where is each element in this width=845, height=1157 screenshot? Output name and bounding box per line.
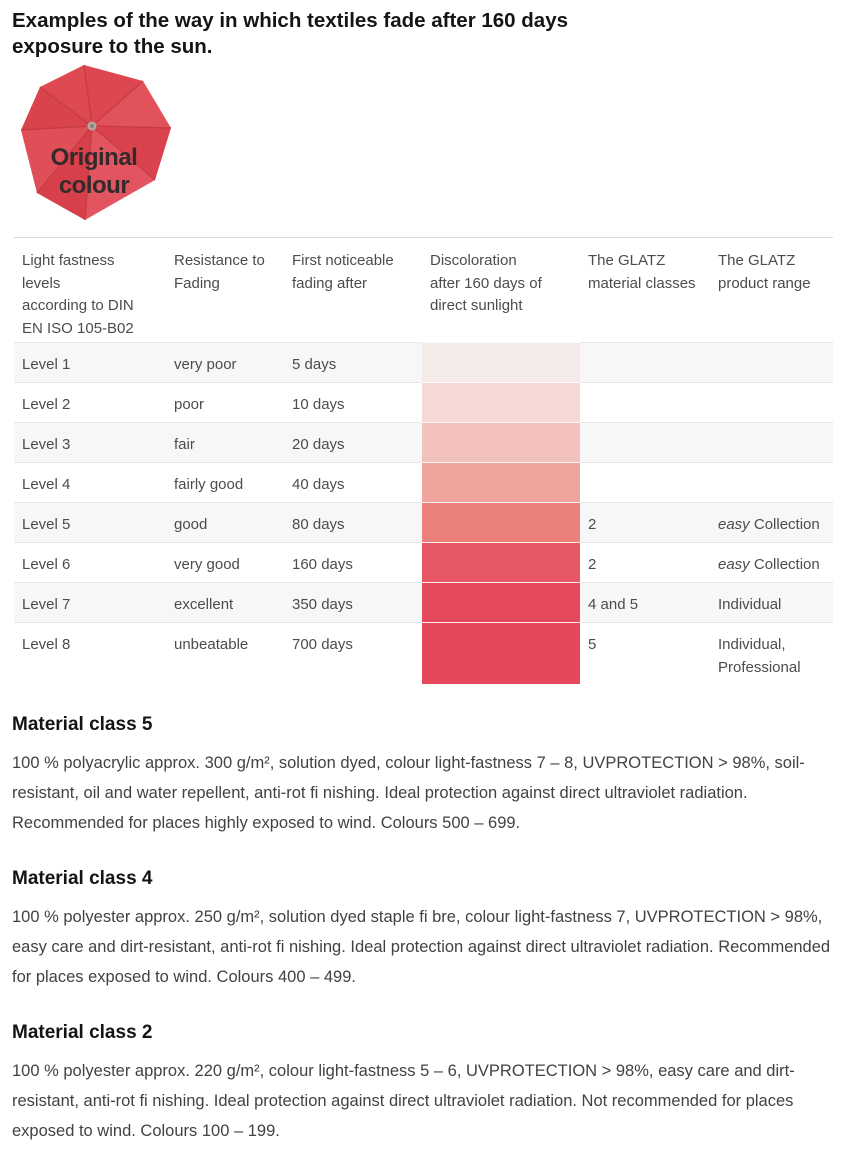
table-row-level-5: Level 5 good 80 days 2 easy Collection	[14, 502, 833, 542]
product-range-text: Collection	[749, 556, 820, 573]
discoloration-swatch	[422, 422, 580, 462]
material-class-cell	[580, 342, 710, 382]
level-cell: Level 8	[14, 622, 166, 684]
level-cell: Level 2	[14, 382, 166, 422]
col-header-light-fastness: Light fastness levels according to DIN E…	[22, 252, 134, 337]
product-range-cell: Individual, Professional	[710, 622, 833, 684]
umbrella-label-line1: Original	[51, 144, 138, 171]
section-heading: Material class 4	[12, 868, 153, 889]
discoloration-swatch	[422, 462, 580, 502]
product-range-cell	[710, 462, 833, 502]
product-range-cell	[710, 382, 833, 422]
discoloration-swatch	[422, 622, 580, 684]
umbrella-label: Original colour	[51, 144, 138, 199]
light-fastness-table: Light fastness levels according to DIN E…	[14, 237, 833, 684]
table-row-level-6: Level 6 very good 160 days 2 easy Collec…	[14, 542, 833, 582]
material-class-cell: 2	[580, 542, 710, 582]
fading-cell: 40 days	[284, 462, 422, 502]
page-title: Examples of the way in which textiles fa…	[12, 9, 568, 58]
discoloration-swatch	[422, 542, 580, 582]
product-range-cell: easy Collection	[710, 542, 833, 582]
resistance-cell: very poor	[166, 342, 284, 382]
product-range-cell: Individual	[710, 582, 833, 622]
col-header-product-range: The GLATZ product range	[718, 252, 811, 292]
section-heading: Material class 2	[12, 1022, 153, 1043]
col-header-resistance: Resistance to Fading	[174, 252, 265, 292]
resistance-cell: unbeatable	[166, 622, 284, 684]
section-material-class-5: Material class 5 100 % polyacrylic appro…	[12, 714, 833, 838]
col-header-first-fading: First noticeable fading after	[292, 252, 394, 292]
discoloration-swatch	[422, 342, 580, 382]
resistance-cell: fairly good	[166, 462, 284, 502]
level-cell: Level 3	[14, 422, 166, 462]
section-heading: Material class 5	[12, 714, 153, 735]
material-class-cell	[580, 462, 710, 502]
umbrella-canopy	[21, 65, 171, 220]
table-row-level-3: Level 3 fair 20 days	[14, 422, 833, 462]
product-range-em: easy	[718, 516, 750, 533]
resistance-cell: very good	[166, 542, 284, 582]
discoloration-swatch	[422, 382, 580, 422]
table-row-level-8: Level 8 unbeatable 700 days 5 Individual…	[14, 622, 833, 684]
col-header-discoloration: Discoloration after 160 days of direct s…	[430, 252, 542, 314]
fading-cell: 80 days	[284, 502, 422, 542]
table-row-level-4: Level 4 fairly good 40 days	[14, 462, 833, 502]
section-material-class-2: Material class 2 100 % polyester approx.…	[12, 1022, 833, 1146]
section-body: 100 % polyester approx. 220 g/m², colour…	[12, 1062, 795, 1140]
product-range-cell	[710, 422, 833, 462]
table-header-row: Light fastness levels according to DIN E…	[14, 238, 833, 342]
fading-cell: 160 days	[284, 542, 422, 582]
level-cell: Level 5	[14, 502, 166, 542]
fading-cell: 350 days	[284, 582, 422, 622]
fading-cell: 10 days	[284, 382, 422, 422]
resistance-cell: excellent	[166, 582, 284, 622]
level-cell: Level 6	[14, 542, 166, 582]
fading-cell: 5 days	[284, 342, 422, 382]
material-class-sections: Material class 5 100 % polyacrylic appro…	[12, 714, 833, 1146]
resistance-cell: good	[166, 502, 284, 542]
material-class-cell	[580, 382, 710, 422]
product-range-text: Collection	[749, 516, 820, 533]
product-range-cell	[710, 342, 833, 382]
level-cell: Level 4	[14, 462, 166, 502]
discoloration-swatch	[422, 502, 580, 542]
resistance-cell: poor	[166, 382, 284, 422]
product-range-text: Individual, Professional	[718, 636, 801, 676]
original-colour-umbrella-graphic: Original colour	[8, 60, 178, 222]
section-material-class-4: Material class 4 100 % polyester approx.…	[12, 868, 833, 992]
product-range-em: easy	[718, 556, 750, 573]
section-body: 100 % polyacrylic approx. 300 g/m², solu…	[12, 754, 805, 832]
product-range-cell: easy Collection	[710, 502, 833, 542]
material-class-cell: 2	[580, 502, 710, 542]
fading-cell: 700 days	[284, 622, 422, 684]
umbrella-icon: Original colour	[20, 64, 172, 221]
material-class-cell: 5	[580, 622, 710, 684]
level-cell: Level 7	[14, 582, 166, 622]
umbrella-ribs	[20, 64, 172, 221]
level-cell: Level 1	[14, 342, 166, 382]
discoloration-swatch	[422, 582, 580, 622]
resistance-cell: fair	[166, 422, 284, 462]
table-row-level-1: Level 1 very poor 5 days	[14, 342, 833, 382]
col-header-material-classes: The GLATZ material classes	[588, 252, 696, 292]
table-row-level-2: Level 2 poor 10 days	[14, 382, 833, 422]
fading-cell: 20 days	[284, 422, 422, 462]
section-body: 100 % polyester approx. 250 g/m², soluti…	[12, 908, 831, 986]
umbrella-label-line2: colour	[59, 172, 129, 199]
umbrella-hub-center	[90, 124, 94, 128]
table-row-level-7: Level 7 excellent 350 days 4 and 5 Indiv…	[14, 582, 833, 622]
material-class-cell: 4 and 5	[580, 582, 710, 622]
material-class-cell	[580, 422, 710, 462]
product-range-text: Individual	[718, 596, 782, 613]
